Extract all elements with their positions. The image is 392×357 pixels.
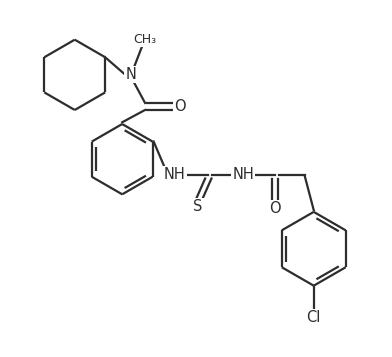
Text: Cl: Cl bbox=[307, 310, 321, 325]
Text: O: O bbox=[174, 99, 186, 114]
Text: NH: NH bbox=[232, 167, 254, 182]
Text: N: N bbox=[125, 67, 136, 82]
Text: CH₃: CH₃ bbox=[134, 33, 156, 46]
Text: O: O bbox=[269, 201, 281, 216]
Text: S: S bbox=[193, 199, 202, 214]
Text: NH: NH bbox=[164, 167, 186, 182]
